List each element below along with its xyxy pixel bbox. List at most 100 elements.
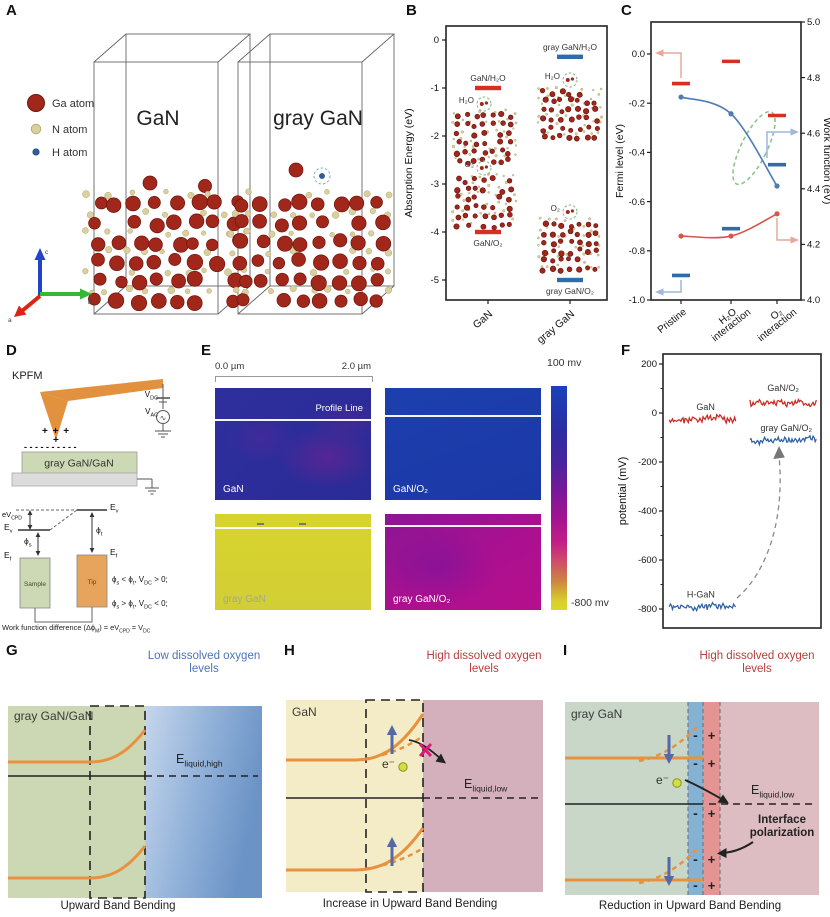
liquid-region (423, 700, 543, 892)
scale-ruler (215, 376, 373, 382)
svg-text:O₂: O₂ (551, 204, 560, 213)
svg-text:4.6: 4.6 (807, 128, 820, 139)
b-axis-arrow (80, 288, 92, 300)
b-marker (475, 85, 501, 91)
previous-valence-band-dashed (355, 846, 424, 872)
profile-marker (299, 523, 306, 526)
material-label: gray GaN/GaN (14, 709, 94, 723)
ef-right-label: Ef (110, 547, 118, 560)
f-y-axis: 200 0 -200 -400 -600 -800 (638, 359, 663, 615)
svg-text:-400: -400 (638, 506, 657, 517)
f-y-axis-title: potential (mV) (617, 457, 629, 525)
molecule-highlight-circle (476, 160, 492, 176)
ac-waveform-glyph: ∿ (160, 414, 167, 423)
ev-right-label: Ev (110, 502, 119, 515)
profile-marker (257, 523, 264, 526)
svg-text:gray GaN/O₂: gray GaN/O₂ (760, 423, 812, 433)
c-axis-label: c (45, 249, 49, 256)
panel-b: B Absorption Energy (eV) 0 -1 -2 -3 -4 -5 GaN g… (400, 0, 615, 346)
atom-legend: Ga atom N atom H atom (27, 94, 94, 159)
svg-text:0: 0 (652, 408, 657, 419)
svg-text:GaN: GaN (696, 402, 715, 412)
band-bending-diagram-gan-high-oxygen (286, 699, 543, 893)
svg-text:-0.6: -0.6 (629, 197, 645, 208)
highlight-ellipse (732, 110, 776, 186)
svg-text:0: 0 (434, 35, 439, 46)
c-right-axis-title: Work function (eV) (821, 118, 830, 205)
semiconductor-region (8, 706, 145, 898)
svg-text:-5: -5 (431, 275, 439, 286)
tip-box-label: Tip (88, 579, 97, 586)
svg-text:GaN/H₂O: GaN/H₂O (470, 73, 506, 83)
svg-text:-: - (693, 877, 698, 893)
valence-band-line (8, 845, 147, 880)
gray-gan-atom-cluster (224, 162, 393, 309)
c-axis-arrow (34, 248, 46, 260)
e-liquid-label: Eliquid,low (751, 783, 795, 800)
c-left-axis: 0.0 -0.2 -0.4 -0.6 -0.8 -1.0 (629, 49, 651, 306)
oxygen-level-label: High dissolved oxygen levels (426, 650, 542, 675)
panel-d: D + + + + ∿ - - - - - - - - - - gray GaN… (0, 340, 195, 640)
crystal-label-gray-gan: gray GaN (273, 107, 363, 130)
ev-left-label: Ev (4, 522, 13, 535)
svg-text:-800: -800 (638, 604, 657, 615)
oxygen-level-label: Low dissolved oxygen levels (147, 650, 261, 675)
molecule-highlight-circle (562, 204, 578, 220)
svg-text:4.2: 4.2 (807, 240, 820, 251)
f-trace: GaN/O₂ (749, 383, 817, 409)
svg-text:H-GaN: H-GaN (687, 590, 715, 600)
e-liquid-label: Eliquid,low (464, 777, 508, 794)
svg-text:gray GaN/H₂O: gray GaN/H₂O (543, 42, 597, 52)
band-bending-diagram-low-oxygen (8, 705, 262, 899)
panel-h-letter: H (284, 642, 295, 659)
b-axis-label: b (88, 299, 92, 306)
svg-text:-4: -4 (431, 227, 439, 238)
liquid-region (720, 702, 819, 895)
semiconductor-region (286, 700, 423, 892)
svg-text:+: + (708, 852, 716, 867)
svg-text:-1: -1 (431, 83, 439, 94)
svg-text:-2: -2 (431, 131, 439, 142)
svg-text:-: - (693, 851, 698, 867)
b-y-axis: 0 -1 -2 -3 -4 -5 (431, 35, 446, 286)
phi-s-label: ϕs (24, 536, 32, 549)
panel-b-letter: B (406, 2, 417, 19)
panel-g-caption: Upward Band Bending (60, 900, 176, 912)
interface-charges: - +- +- +- +- + (693, 727, 716, 893)
svg-text:+: + (708, 806, 716, 821)
ga-atom-icon (27, 94, 45, 112)
svg-text:5.0: 5.0 (807, 17, 820, 28)
tip-box (76, 554, 108, 608)
c-series (678, 94, 780, 189)
c-x-axis: Pristine H₂Ointeraction O₂interaction (656, 300, 799, 344)
ef-left-label: Ef (4, 550, 12, 563)
f-trace: gray GaN/O₂ (749, 423, 817, 447)
svg-text:-: - (693, 805, 698, 821)
conduction-band-line (8, 729, 147, 764)
c-left-axis-title: Fermi level (eV) (614, 124, 626, 198)
panel-a: A GaN gray GaN Ga at (0, 0, 400, 340)
substrate-layer (11, 472, 138, 487)
panel-d-letter: D (6, 342, 17, 359)
svg-text:-: - (693, 755, 698, 771)
panel-e-letter: E (201, 342, 212, 359)
cantilever-beam (40, 379, 163, 401)
svg-text:O₂: O₂ (465, 160, 474, 169)
kpfm-map-gray-gan-o2: gray GaN/O₂ (385, 514, 541, 610)
band-diagram: Sample Tip (16, 509, 108, 623)
panel-c-letter: C (621, 2, 632, 19)
ruler-right-label: 2.0 µm (341, 361, 371, 372)
map-label-gray-gan-o2: gray GaN/O₂ (393, 594, 451, 605)
map-label-gan: GaN (223, 484, 244, 495)
panel-g-letter: G (6, 642, 18, 659)
svg-text:GaN/O₂: GaN/O₂ (767, 383, 799, 393)
electron-dot (672, 778, 682, 788)
molecule-highlight-circle (476, 96, 492, 112)
positive-charge-strip (703, 702, 720, 895)
phi-t-label: ϕt (96, 525, 103, 538)
liquid-region (145, 706, 262, 898)
svg-text:GaN: GaN (471, 308, 495, 331)
b-structure-inset: O₂ (536, 204, 601, 274)
svg-text:-600: -600 (638, 555, 657, 566)
b-y-axis-title: Absorption Energy (eV) (403, 108, 415, 217)
